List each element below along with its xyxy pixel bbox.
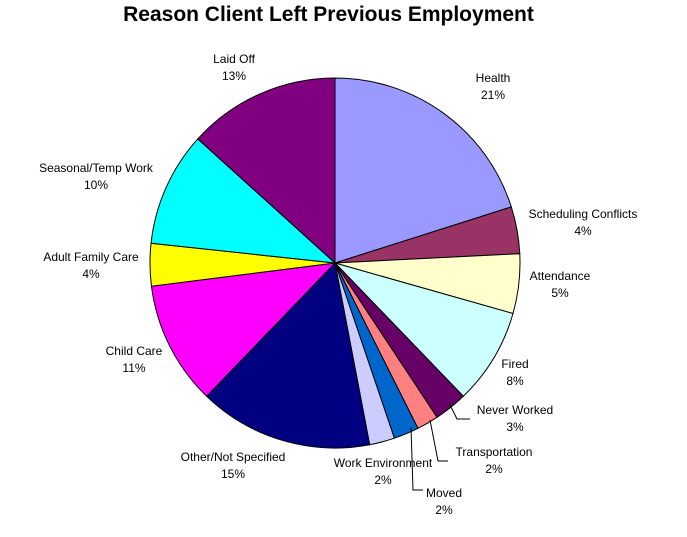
slice-label: Never Worked 3% bbox=[470, 402, 560, 436]
slice-label: Fired 8% bbox=[495, 356, 535, 390]
slice-label-name: Attendance bbox=[529, 269, 591, 283]
slice-label: Other/Not Specified 15% bbox=[172, 449, 294, 483]
slice-label: Transportation 2% bbox=[448, 444, 540, 478]
slice-label-percent: 13% bbox=[221, 69, 247, 83]
slice-label-name: Health bbox=[475, 71, 511, 85]
slice-label: Attendance 5% bbox=[520, 268, 600, 302]
slice-label-percent: 10% bbox=[83, 178, 109, 192]
slice-label: Scheduling Conflicts 4% bbox=[520, 206, 646, 240]
slice-label-name: Transportation bbox=[455, 445, 533, 459]
chart-title: Reason Client Left Previous Employment bbox=[123, 3, 534, 26]
slice-label-percent: 11% bbox=[122, 361, 146, 375]
slice-label-name: Other/Not Specified bbox=[180, 450, 286, 464]
slice-label-percent: 3% bbox=[506, 420, 524, 434]
slice-label-name: Laid Off bbox=[213, 52, 255, 66]
pie-slice-health bbox=[334, 77, 512, 264]
slice-label-name: Never Worked bbox=[476, 403, 554, 417]
slice-label-percent: 4% bbox=[574, 224, 592, 238]
leader-line-transportation bbox=[429, 419, 448, 462]
pie-slice-seasonal-temp-work bbox=[150, 138, 337, 264]
slice-label-name: Child Care bbox=[105, 344, 163, 358]
leader-line-moved bbox=[410, 426, 423, 491]
slice-label-percent: 5% bbox=[551, 286, 569, 300]
slice-label-name: Fired bbox=[501, 357, 529, 371]
pie-slice-child-care bbox=[150, 262, 337, 397]
slice-label: Work Environment 2% bbox=[328, 455, 438, 489]
slice-label-name: Moved bbox=[425, 486, 463, 500]
slice-label: Health 21% bbox=[463, 70, 523, 104]
slice-label-name: Seasonal/Temp Work bbox=[39, 161, 153, 175]
pie-slice-laid-off bbox=[197, 77, 336, 265]
slice-label-percent: 15% bbox=[220, 467, 246, 481]
slice-label: Adult Family Care 4% bbox=[36, 249, 146, 283]
slice-label: Child Care 11% bbox=[100, 343, 168, 377]
slice-label: Laid Off 13% bbox=[209, 51, 259, 85]
slice-label-name: Scheduling Conflicts bbox=[528, 207, 638, 221]
slice-label-name: Adult Family Care bbox=[43, 250, 139, 264]
slice-label-percent: 8% bbox=[506, 374, 524, 388]
pie-slice-fired bbox=[333, 262, 514, 397]
slice-label: Moved 2% bbox=[420, 485, 468, 519]
leader-line-never-worked bbox=[448, 402, 470, 420]
slice-label-percent: 2% bbox=[435, 503, 453, 517]
slice-label-percent: 21% bbox=[480, 88, 506, 102]
slice-label: Seasonal/Temp Work 10% bbox=[30, 160, 162, 194]
slice-label-percent: 2% bbox=[374, 473, 392, 487]
slice-label-percent: 4% bbox=[82, 267, 100, 281]
slice-label-percent: 2% bbox=[485, 462, 503, 476]
slice-label-name: Work Environment bbox=[333, 456, 433, 470]
pie-slice-other-not-specified bbox=[205, 261, 371, 449]
